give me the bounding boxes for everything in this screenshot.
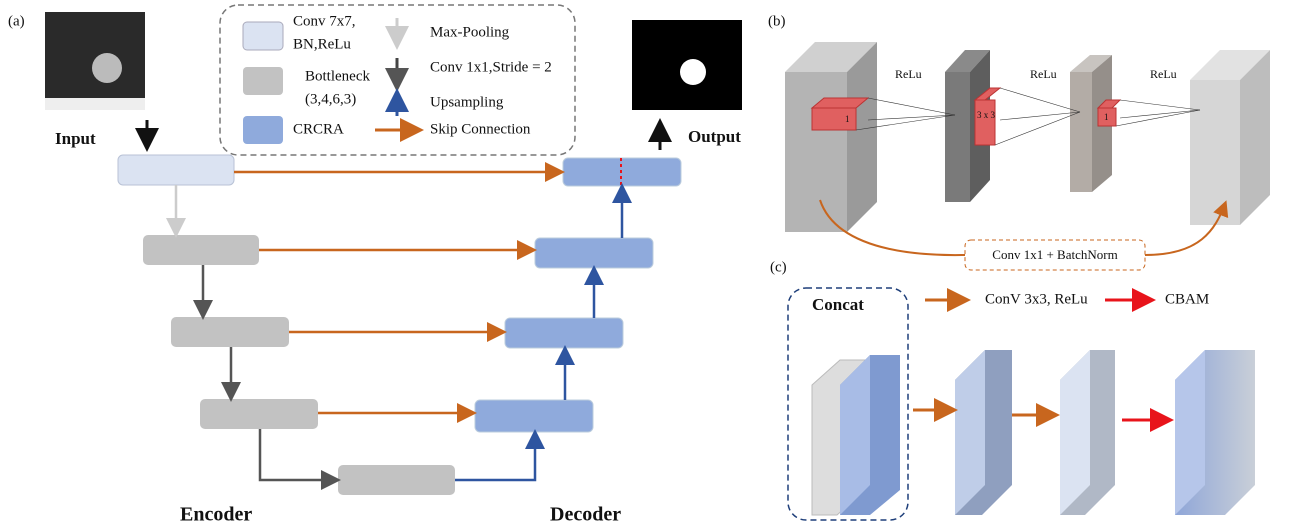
legend-text: Conv 1x1,Stride = 2 xyxy=(430,59,552,75)
shape xyxy=(505,318,623,348)
activation-label: ReLu xyxy=(895,67,922,81)
shape xyxy=(945,72,970,202)
legend-text: BN,ReLu xyxy=(293,36,351,52)
legend-text: Conv 7x7, xyxy=(293,13,356,29)
shape xyxy=(868,98,955,115)
shape-group xyxy=(234,172,560,413)
shortcut-label: Conv 1x1 + BatchNorm xyxy=(992,247,1117,262)
shape xyxy=(1190,80,1240,225)
shape-group xyxy=(203,265,336,480)
panel-label: (c) xyxy=(770,259,787,275)
shape xyxy=(868,115,955,120)
shape xyxy=(1120,100,1200,110)
shape xyxy=(92,53,122,83)
shape xyxy=(243,22,283,50)
shape xyxy=(995,112,1080,145)
kernel-label: 1 xyxy=(1104,112,1109,122)
shape-group xyxy=(856,88,1200,145)
shape xyxy=(680,59,706,85)
shape xyxy=(338,465,455,495)
legend-text: CBAM xyxy=(1165,291,1209,307)
activation-label: ReLu xyxy=(1030,67,1057,81)
figure: (a) Input Conv 7x7, BN,ReLu Bottleneck (… xyxy=(0,0,1303,525)
shape xyxy=(847,42,877,232)
encoder-label: Encoder xyxy=(180,504,252,525)
legend-text: Bottleneck xyxy=(305,68,370,84)
shape xyxy=(143,235,259,265)
shape xyxy=(1120,110,1200,118)
shape xyxy=(118,155,234,185)
decoder-label: Decoder xyxy=(550,504,621,525)
legend-text: Skip Connection xyxy=(430,121,531,137)
kernel-label: 3 x 3 xyxy=(977,110,996,120)
kernel-label: 1 xyxy=(845,114,850,124)
output-label: Output xyxy=(688,127,741,146)
legend-text: Max-Pooling xyxy=(430,24,510,40)
shape xyxy=(1070,72,1092,192)
shape xyxy=(243,67,283,95)
shape xyxy=(200,399,318,429)
activation-label: ReLu xyxy=(1150,67,1177,81)
shape xyxy=(455,434,535,480)
legend-text: ConV 3x3, ReLu xyxy=(985,291,1088,307)
shape xyxy=(475,400,593,432)
legend-text: Upsampling xyxy=(430,94,504,110)
shape xyxy=(785,72,847,232)
panel-label: (a) xyxy=(8,13,25,29)
input-label: Input xyxy=(55,129,96,148)
shape xyxy=(260,429,336,480)
shape xyxy=(243,116,283,144)
panel-label: (b) xyxy=(768,13,786,29)
shape xyxy=(45,98,145,110)
shape xyxy=(535,238,653,268)
legend-text: CRCRA xyxy=(293,121,344,137)
shape xyxy=(1116,110,1200,126)
concat-label: Concat xyxy=(812,295,864,314)
shape xyxy=(1240,50,1270,225)
shape xyxy=(1000,112,1080,120)
legend-text: (3,4,6,3) xyxy=(305,91,356,107)
shape xyxy=(1000,88,1080,112)
shape xyxy=(171,317,289,347)
shape xyxy=(975,100,995,145)
